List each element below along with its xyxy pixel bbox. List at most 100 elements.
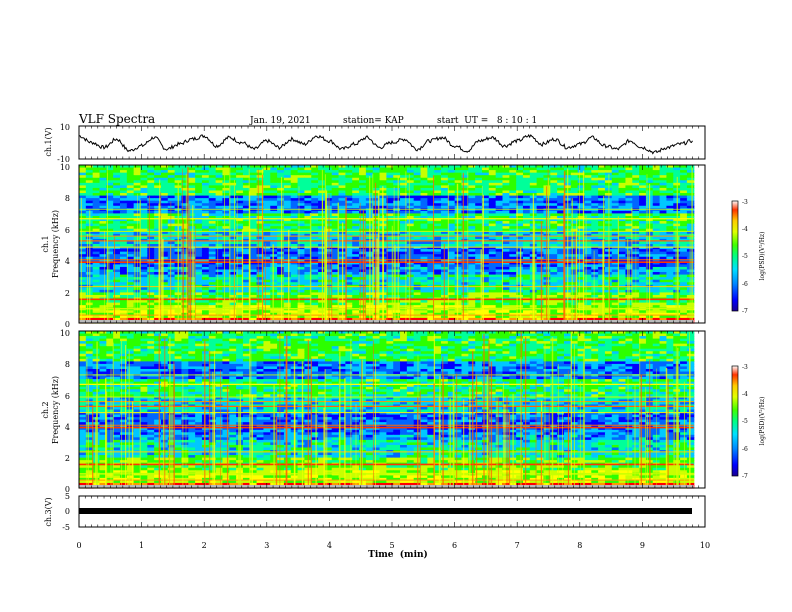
spectrogram-cell <box>338 215 346 220</box>
spectrogram-cell <box>461 213 469 217</box>
spectrogram-cell <box>359 218 367 222</box>
spectrogram-cell <box>283 215 292 220</box>
spectrogram-cell <box>625 182 633 186</box>
spectrogram-cell <box>242 177 251 181</box>
spectrogram-cell <box>140 177 148 181</box>
spectrogram-cell <box>536 223 545 227</box>
spectrogram-cell <box>625 210 633 215</box>
spectrogram-cell <box>249 170 258 174</box>
spectrogram-cell <box>236 198 244 202</box>
spectrogram-cell <box>427 167 435 171</box>
spectrogram-cell <box>147 198 155 202</box>
spectrogram-cell <box>106 208 114 212</box>
spectrogram-cell <box>160 185 169 189</box>
spectrogram-cell <box>147 170 155 174</box>
spectrogram-cell <box>229 203 237 207</box>
spectrogram-cell <box>543 221 551 225</box>
spectrogram-cell <box>85 167 94 171</box>
spectrogram-cell <box>229 195 237 199</box>
spectrogram-cell <box>645 167 654 171</box>
spectrogram-cell <box>236 208 244 212</box>
spectrogram-cell <box>160 205 169 209</box>
spectrogram-cell <box>119 200 128 204</box>
spectrogram-cell <box>686 193 695 197</box>
spectrogram-cell <box>400 203 408 207</box>
spectrogram-cell <box>536 165 545 169</box>
spectrogram-cell <box>686 228 695 232</box>
spectrogram-cell <box>502 187 510 192</box>
spectrogram-cell <box>147 187 155 192</box>
spectrogram-cell <box>236 226 244 230</box>
spectrogram-cell <box>113 205 121 209</box>
spectrogram-cell <box>536 210 545 215</box>
spectrogram-cell <box>283 182 292 186</box>
spectrogram-cell <box>222 208 230 212</box>
spectrogram-cell <box>140 195 148 199</box>
spectrogram-cell <box>393 210 401 215</box>
spectrogram-cell <box>666 213 674 217</box>
spectrogram-cell <box>652 167 661 171</box>
spectrogram-cell <box>495 193 504 197</box>
spectrogram-cell <box>181 210 189 215</box>
spectrogram-cell <box>208 180 217 184</box>
spectrogram-cell <box>406 228 415 232</box>
spectrogram-cell <box>160 215 169 220</box>
spectrogram-cell <box>345 167 353 171</box>
spectrogram-cell <box>270 167 278 171</box>
spectrogram-cell <box>468 228 476 232</box>
spectrogram-cell <box>318 180 326 184</box>
spectrogram-cell <box>488 177 497 181</box>
spectrogram-cell <box>263 228 271 232</box>
spectrogram-cell <box>618 213 627 217</box>
spectrogram-cell <box>372 185 381 189</box>
spectrogram-cell <box>236 205 244 209</box>
spectrogram-cell <box>331 170 340 174</box>
spectrogram-cell <box>400 198 408 202</box>
spectrogram-cell <box>639 221 647 225</box>
spectrogram-cell <box>598 210 606 215</box>
spectrogram-cell <box>393 187 401 192</box>
spectrogram-cell <box>188 165 196 169</box>
spectrogram-cell <box>461 228 469 232</box>
spectrogram-cell <box>420 193 428 197</box>
spectrogram-cell <box>386 198 394 202</box>
spectrogram-cell <box>229 218 237 222</box>
spectrogram-cell <box>106 213 114 217</box>
spectrogram-cell <box>201 231 210 235</box>
spectrogram-cell <box>359 170 367 174</box>
spectrogram-cell <box>188 167 196 171</box>
spectrogram-cell <box>686 215 695 220</box>
spectrogram-cell <box>625 170 633 174</box>
spectrogram-cell <box>236 221 244 225</box>
spectrogram-cell <box>359 226 367 230</box>
spectrogram-cell <box>242 182 251 186</box>
spectrogram-cell <box>393 205 401 209</box>
spectrogram-cell <box>522 203 531 207</box>
spectrogram-cell <box>79 215 87 220</box>
spectrogram-cell <box>324 177 333 181</box>
spectrogram-cell <box>502 177 510 181</box>
spectrogram-cell <box>577 226 586 230</box>
spectrogram-cell <box>359 198 367 202</box>
spectrogram-cell <box>345 223 353 227</box>
spectrogram-cell <box>563 165 572 169</box>
spectrogram-cell <box>318 198 326 202</box>
spectrogram-cell <box>140 228 148 232</box>
spectrogram-cell <box>160 167 169 171</box>
spectrogram-cell <box>386 172 394 176</box>
spectrogram-cell <box>352 226 360 230</box>
spectrogram-cell <box>420 182 428 186</box>
spectrogram-cell <box>359 180 367 184</box>
spectrogram-cell <box>140 193 148 197</box>
spectrogram-cell <box>680 172 688 176</box>
spectrogram-cell <box>611 195 620 199</box>
spectrogram-cell <box>536 226 545 230</box>
spectrogram-cell <box>447 223 456 227</box>
spectrogram-cell <box>167 187 176 192</box>
spectrogram-cell <box>318 185 326 189</box>
spectrogram-cell <box>468 223 476 227</box>
spectrogram-cell <box>338 213 346 217</box>
spectrogram-cell <box>400 195 408 199</box>
spectrogram-cell <box>331 180 340 184</box>
spectrogram-cell <box>509 193 517 197</box>
